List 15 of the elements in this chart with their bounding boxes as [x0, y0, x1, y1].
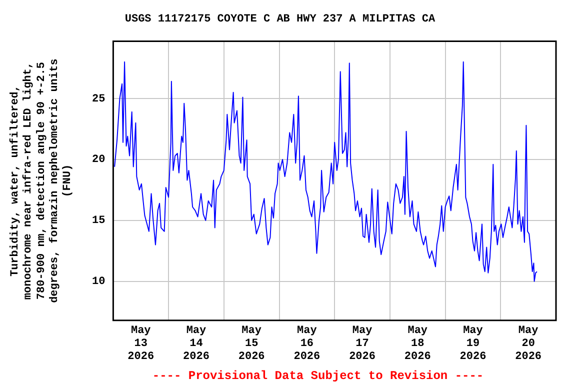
- text: ---- Provisional Data Subject to Revision ----: [152, 369, 484, 384]
- x-tick-label: May 15 2026: [238, 324, 265, 364]
- x-tick-label: May 13 2026: [128, 324, 154, 364]
- y-axis-title: Turbidity, water, unfiltered, monochrome near infra-red LED light, 780-900 nm, detection angle 90 +-2.5 degrees, formazin nephelometric units (FNU): [8, 58, 74, 303]
- x-tick-label: May 14 2026: [183, 324, 210, 364]
- x-tick-label: May 19 2026: [460, 324, 486, 364]
- x-tick-label: May 18 2026: [404, 324, 431, 364]
- y-tick-label: 20: [92, 154, 106, 166]
- x-tick-label: May 20 2026: [515, 324, 542, 364]
- chart-title: USGS 11172175 COYOTE C AB HWY 237 A MILPITAS CA: [124, 13, 436, 26]
- y-tick-label: 15: [92, 215, 106, 228]
- x-tick-label: May 17 2026: [349, 324, 376, 364]
- y-tick-label: 25: [92, 93, 106, 106]
- x-tick-label: May 16 2026: [294, 324, 320, 364]
- y-tick-label: 10: [92, 276, 106, 288]
